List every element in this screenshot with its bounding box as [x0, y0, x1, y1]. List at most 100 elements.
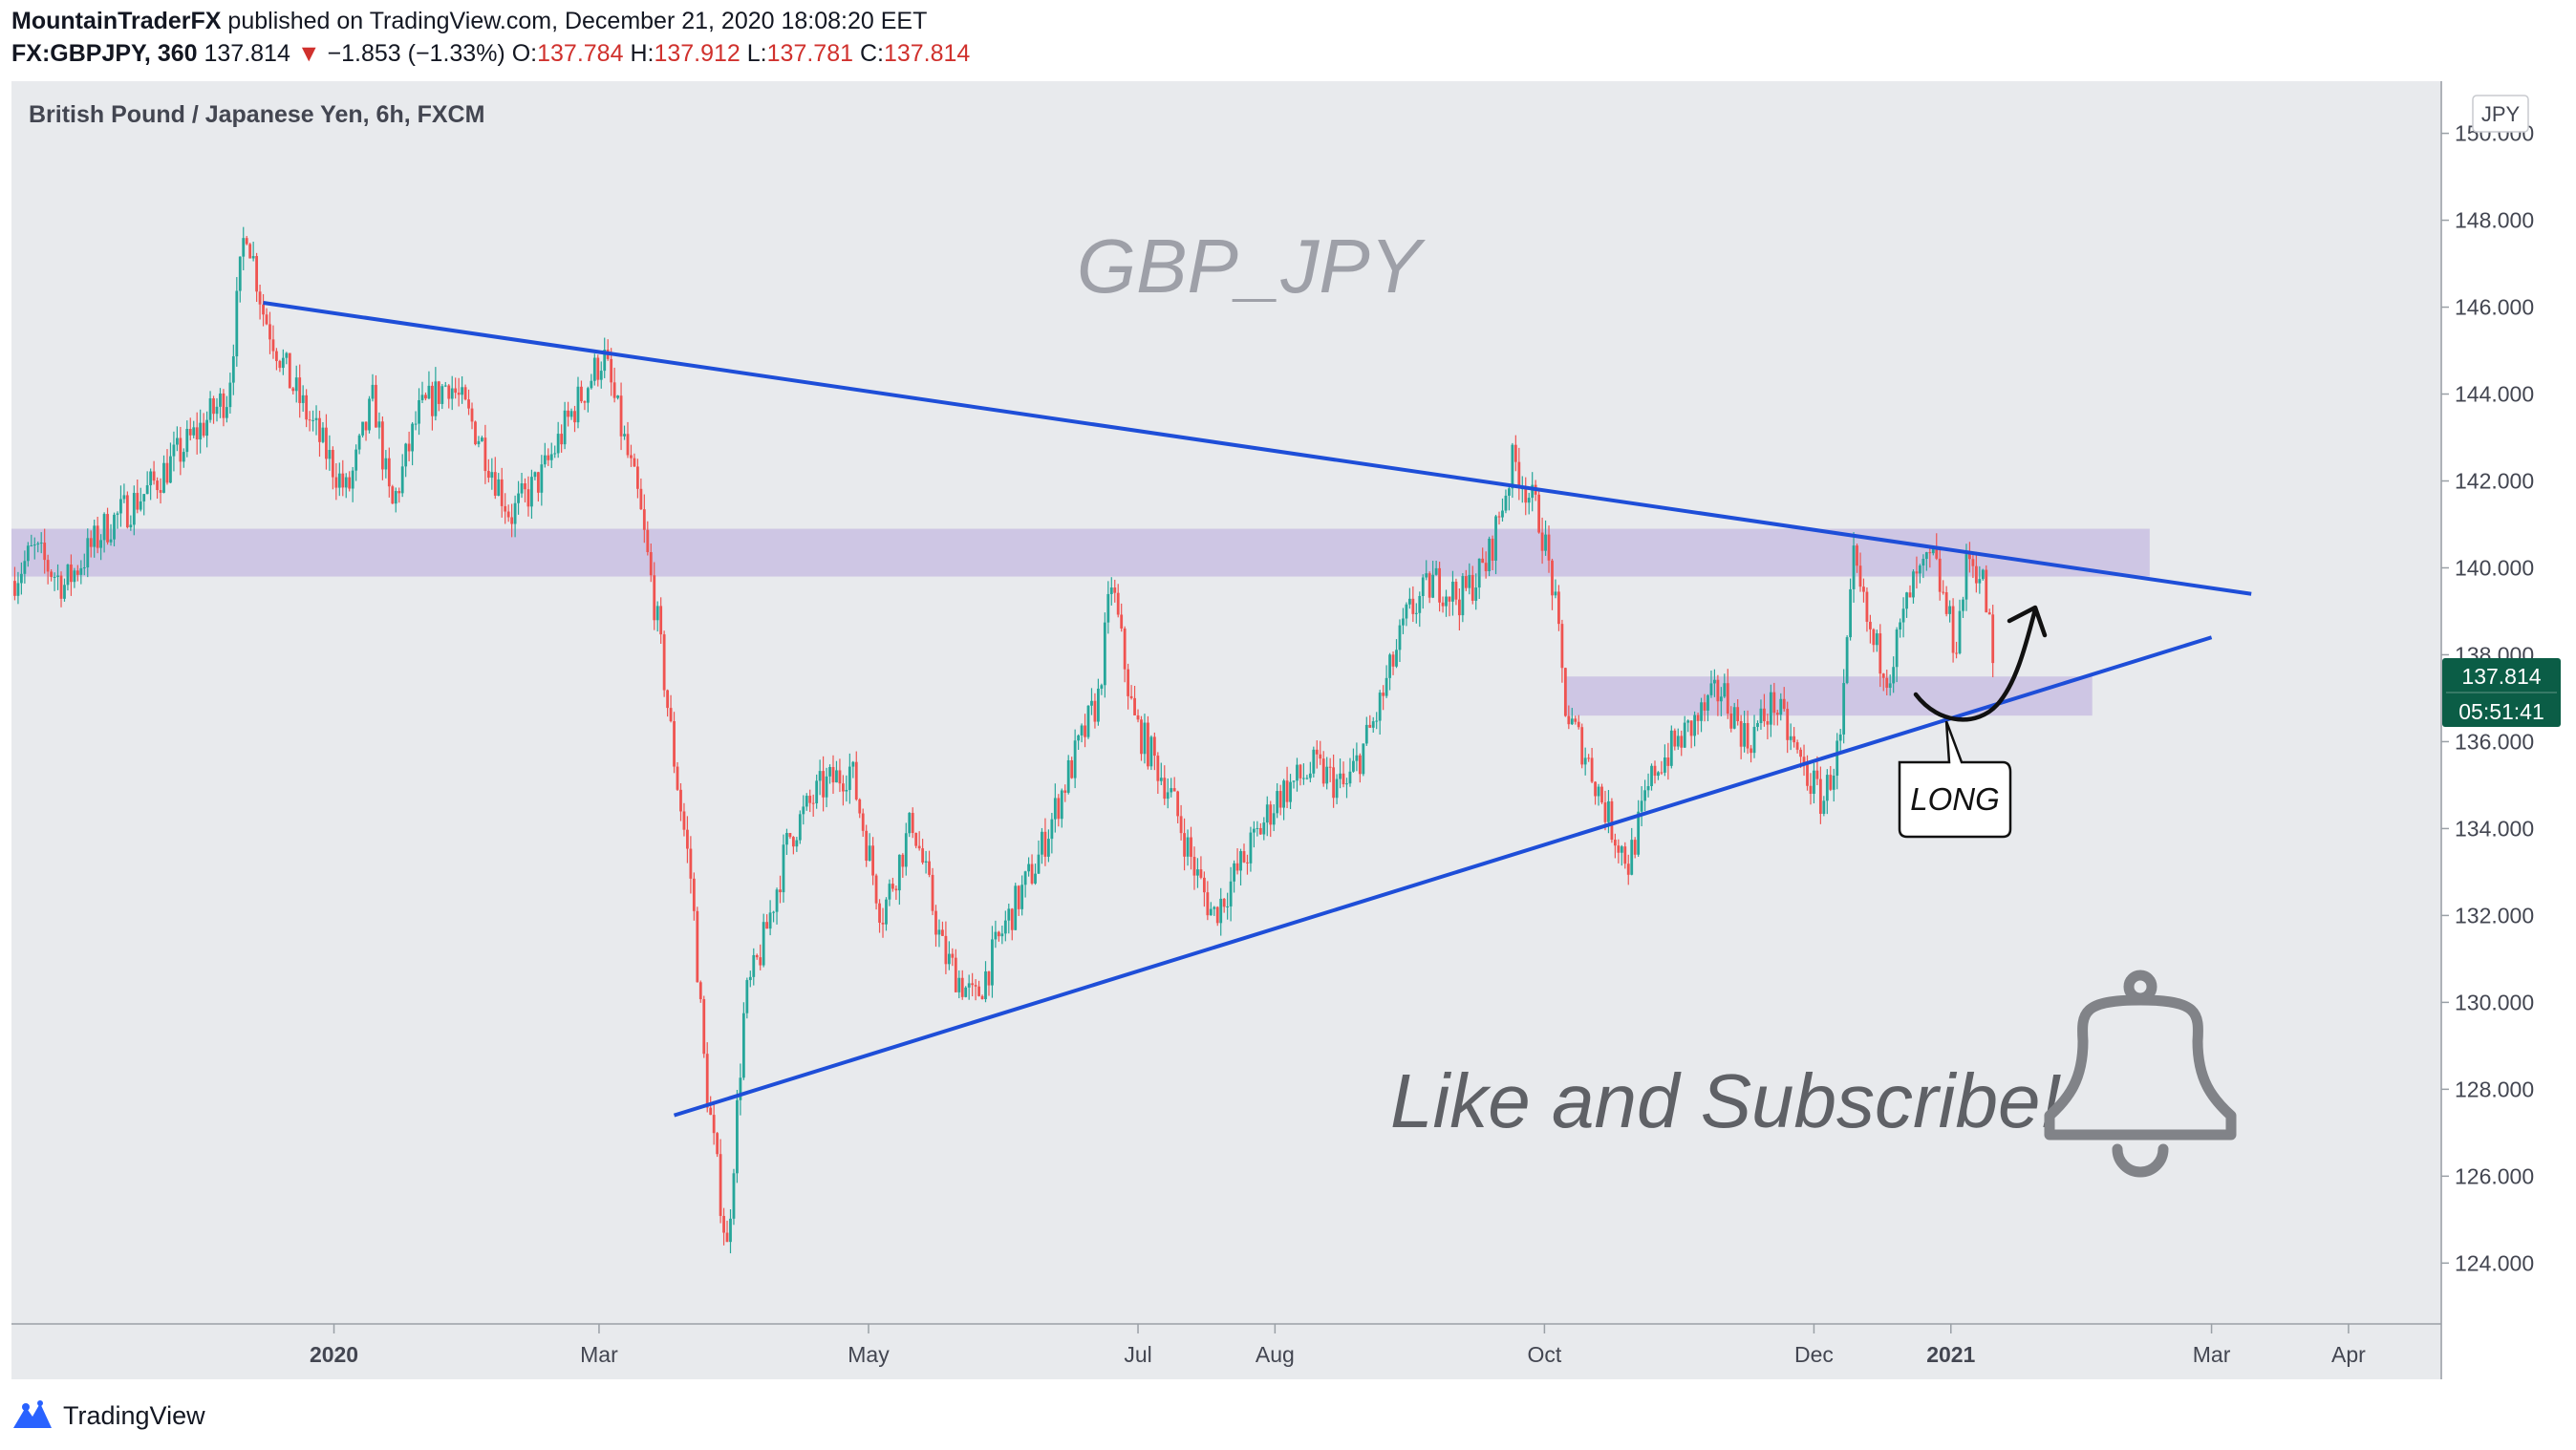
y-tick-label: 136.000 [2455, 729, 2534, 754]
candle-body [1152, 736, 1156, 757]
candle-body [281, 357, 285, 369]
candle-body [612, 382, 616, 398]
candle-body [26, 545, 30, 562]
candle-body [980, 995, 984, 1000]
candle-body [106, 514, 109, 543]
x-tick-label: Mar [2193, 1342, 2231, 1367]
candle-body [325, 427, 328, 459]
candle-body [977, 986, 980, 996]
candle-body [610, 358, 613, 383]
candle-body [1407, 598, 1411, 605]
candle-body [1140, 719, 1143, 755]
candle-body [490, 472, 494, 479]
candle-body [79, 567, 83, 575]
tradingview-logo-icon[interactable] [11, 1399, 54, 1432]
chart-title: British Pound / Japanese Yen, 6h, FXCM [29, 101, 484, 128]
candle-body [1339, 773, 1342, 779]
candle-body [32, 544, 36, 546]
candle-body [748, 976, 752, 981]
candle-body [666, 690, 670, 709]
y-tick-label: 124.000 [2455, 1250, 2534, 1275]
close-value: 137.814 [883, 40, 971, 67]
candle-body [109, 539, 113, 543]
candle-body [1590, 757, 1594, 782]
candle-body [380, 421, 384, 470]
candle-body [1620, 846, 1623, 853]
candle-body [1282, 780, 1286, 808]
candle-body [1756, 722, 1759, 727]
candle-body [1944, 592, 1948, 614]
candle-body [16, 583, 20, 596]
candle-body [348, 477, 352, 489]
tradingview-brand[interactable]: TradingView [63, 1400, 205, 1430]
candle-body [573, 411, 576, 423]
candle-body [156, 480, 159, 491]
x-tick-label: Jul [1124, 1342, 1151, 1367]
candle-body [894, 888, 898, 891]
candle-body [1166, 792, 1170, 800]
candle-body [1676, 736, 1680, 747]
candle-body [791, 837, 795, 847]
candle-body [185, 428, 189, 453]
candle-body [1438, 567, 1441, 603]
candle-body [1057, 798, 1061, 820]
candle-body [354, 449, 358, 471]
candle-body [169, 456, 172, 483]
candle-body [391, 486, 395, 504]
candle-body [679, 789, 682, 812]
currency-label: JPY [2481, 102, 2521, 126]
candle-body [603, 350, 607, 372]
candle-body [278, 360, 282, 369]
candle-body [375, 384, 377, 428]
candle-body [858, 799, 862, 814]
candle-body [911, 813, 914, 834]
candle-body [1862, 586, 1865, 592]
candle-body [20, 573, 23, 584]
y-tick-label: 140.000 [2455, 555, 2534, 580]
candle-body [1163, 778, 1167, 800]
candle-body [142, 494, 146, 501]
candle-body [1547, 534, 1551, 561]
candle-body [874, 875, 878, 904]
candle-body [1603, 802, 1607, 822]
candle-body [188, 428, 192, 436]
candle-body [897, 854, 901, 891]
candle-body [179, 437, 182, 462]
candle-body [1256, 827, 1259, 829]
price-axis[interactable]: 150.000148.000146.000144.000142.000140.0… [2441, 121, 2534, 1276]
candle-body [1646, 785, 1650, 791]
annotation-text: Like and Subscribe! [1390, 1058, 2062, 1143]
candle-body [1464, 576, 1468, 588]
candle-body [649, 552, 653, 576]
candle-body [1829, 775, 1833, 790]
candle-body [1239, 851, 1242, 871]
time-axis[interactable]: 2020 Mar May Jul Aug Oct Dec 2021 Mar Apr [310, 1324, 2366, 1367]
x-tick-label: Oct [1528, 1342, 1562, 1367]
candle-body [1985, 569, 1988, 613]
candle-body [1511, 444, 1514, 489]
candle-body [1872, 629, 1876, 646]
candle-body [1292, 780, 1296, 782]
author-name[interactable]: MountainTraderFX [11, 8, 222, 34]
candle-body [583, 401, 587, 403]
candle-body [102, 514, 106, 541]
y-tick-label: 142.000 [2455, 469, 2534, 494]
candle-body [1063, 790, 1067, 793]
candle-body [705, 1054, 709, 1108]
candle-body [341, 473, 345, 488]
candle-body [1192, 857, 1196, 876]
currency-button[interactable]: JPY [2472, 95, 2529, 133]
x-tick-label: Mar [580, 1342, 618, 1367]
candle-body [928, 861, 931, 875]
candle-body [1461, 576, 1465, 616]
candle-body [1567, 715, 1571, 725]
candle-body [1209, 908, 1213, 916]
candle-body [1497, 516, 1501, 518]
candle-body [1868, 621, 1872, 629]
candle-body [486, 471, 490, 479]
x-tick-label: Apr [2331, 1342, 2366, 1367]
down-arrow-icon: ▼ [296, 40, 321, 67]
candle-body [1563, 668, 1567, 716]
candle-body [1825, 775, 1829, 801]
